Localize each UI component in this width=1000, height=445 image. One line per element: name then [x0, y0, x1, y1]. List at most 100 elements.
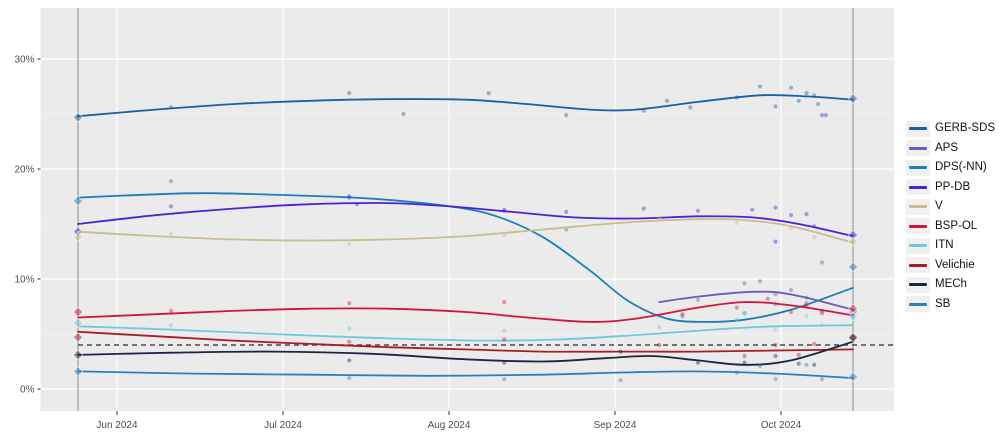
poll-point-mech [796, 361, 801, 366]
legend-key-swatch [906, 296, 930, 313]
poll-point-gerb-sds [688, 105, 693, 110]
trend-line-gerb-sds [77, 94, 854, 118]
legend-key-swatch [906, 198, 930, 215]
poll-point-itn [502, 328, 507, 333]
legend-key-swatch [906, 257, 930, 274]
poll-point-pp-db [750, 207, 755, 212]
poll-point-v [168, 231, 174, 236]
poll-point-gerb-sds [168, 105, 174, 110]
poll-point-bsp-ol [765, 296, 770, 301]
legend-label: PP-DB [935, 180, 971, 193]
poll-point-sb [618, 378, 623, 383]
election-result-v [847, 236, 859, 247]
poll-point-v [812, 235, 817, 240]
trend-line-velichie [77, 330, 854, 353]
legend-key-swatch [906, 179, 930, 196]
poll-point-mech [773, 353, 778, 359]
trend-line-pp-db [77, 202, 854, 237]
poll-point-bsp-ol [804, 303, 809, 308]
legend-item-velichie: Velichie [906, 256, 995, 276]
legend-key-swatch [906, 140, 930, 157]
legend-color-line [909, 205, 927, 209]
trend-line-mech [77, 340, 854, 366]
election-result-dps-nn [847, 261, 859, 273]
poll-point-itn [804, 314, 809, 319]
poll-point-velichie [773, 342, 778, 348]
poll-point-dps-nn [680, 314, 685, 319]
election-result-sb [72, 366, 84, 377]
poll-point-aps [742, 281, 747, 286]
poll-point-pp-db [773, 239, 778, 244]
poll-point-mech [695, 360, 701, 365]
poll-point-dps-nn [168, 179, 174, 184]
poll-point-v [788, 226, 794, 231]
election-result-dps-nn [72, 195, 84, 207]
poll-point-pp-db [502, 208, 507, 213]
poll-point-gerb-sds [819, 113, 825, 118]
trend-line-bsp-ol [77, 301, 854, 323]
poll-point-sb [819, 377, 825, 382]
trend-line-dps-nn [77, 192, 854, 323]
y-tick-label: 30% [14, 55, 34, 66]
poll-point-velichie [812, 341, 817, 346]
chart-legend: GERB-SDS APS DPS(-NN) PP-DB V BSP-OL ITN Velich… [906, 119, 995, 314]
poll-point-aps [695, 297, 701, 302]
poll-point-gerb-sds [804, 91, 809, 96]
poll-point-v [347, 241, 352, 246]
election-result-sb [847, 371, 859, 383]
poll-point-sb [804, 362, 809, 367]
poll-point-dps-nn [804, 295, 809, 300]
poll-point-gerb-sds [486, 91, 491, 96]
poll-point-sb [734, 370, 739, 375]
poll-point-itn [168, 323, 174, 328]
poll-point-pp-db [812, 224, 817, 229]
legend-color-line [909, 244, 927, 248]
poll-point-pp-db [788, 213, 794, 218]
poll-point-mech [502, 360, 507, 365]
legend-label: SB [935, 297, 951, 310]
poll-point-velichie [742, 353, 747, 359]
poll-point-bsp-ol [168, 308, 174, 313]
legend-color-line [909, 146, 927, 150]
x-tick-label: Oct 2024 [761, 420, 802, 431]
legend-color-line [909, 185, 927, 189]
poll-point-gerb-sds [812, 93, 817, 98]
poll-point-mech [618, 349, 623, 354]
election-result-itn [847, 311, 859, 322]
election-result-mech [847, 332, 859, 343]
poll-point-velichie [347, 339, 352, 344]
legend-item-gerb-sds: GERB-SDS [906, 119, 995, 139]
y-tick-label: 20% [14, 165, 34, 176]
poll-point-bsp-ol [347, 301, 352, 306]
poll-point-mech [347, 358, 352, 363]
x-tick-label: Jun 2024 [96, 420, 138, 431]
poll-point-pp-db [354, 202, 360, 207]
poll-point-pp-db [804, 212, 809, 217]
trend-line-sb [77, 370, 854, 379]
legend-item-aps: APS [906, 139, 995, 159]
poll-point-gerb-sds [816, 102, 821, 107]
trend-line-aps [658, 290, 854, 311]
x-tick-label: Sep 2024 [594, 420, 637, 431]
poll-point-pp-db [695, 208, 701, 213]
poll-point-mech [812, 362, 817, 367]
poll-point-gerb-sds [734, 95, 739, 100]
legend-item-mech: MECh [906, 275, 995, 295]
trend-line-v [77, 218, 854, 244]
poll-point-gerb-sds [564, 113, 569, 118]
poll-point-v [502, 232, 507, 238]
election-result-gerb-sds [72, 112, 84, 123]
poll-point-v [657, 215, 662, 220]
legend-label: ITN [935, 239, 954, 251]
poll-point-sb [757, 363, 763, 368]
election-result-bsp-ol [72, 306, 84, 318]
poll-point-aps [773, 292, 778, 297]
election-result-v [72, 232, 84, 243]
poll-point-gerb-sds [788, 85, 794, 90]
poll-point-mech [742, 360, 747, 365]
poll-point-gerb-sds [347, 91, 352, 96]
election-result-itn [72, 317, 84, 329]
poll-point-dps-nn [742, 311, 747, 316]
legend-color-line [909, 127, 927, 131]
legend-color-line [909, 166, 927, 170]
